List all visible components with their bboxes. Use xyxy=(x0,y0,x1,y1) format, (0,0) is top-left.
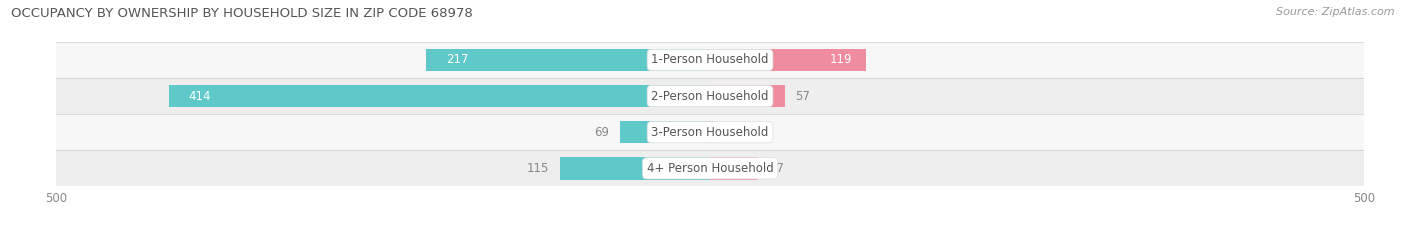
Text: OCCUPANCY BY OWNERSHIP BY HOUSEHOLD SIZE IN ZIP CODE 68978: OCCUPANCY BY OWNERSHIP BY HOUSEHOLD SIZE… xyxy=(11,7,472,20)
Bar xyxy=(426,49,710,71)
Text: 119: 119 xyxy=(830,54,852,66)
Text: 3-Person Household: 3-Person Household xyxy=(651,126,769,139)
Bar xyxy=(56,114,1364,150)
Bar xyxy=(56,78,1364,114)
Bar xyxy=(169,85,710,107)
Bar xyxy=(56,42,1364,78)
Text: 37: 37 xyxy=(769,162,783,175)
Bar xyxy=(560,157,710,180)
Text: 69: 69 xyxy=(595,126,609,139)
Bar xyxy=(710,121,714,144)
Text: 57: 57 xyxy=(794,90,810,103)
Text: 2-Person Household: 2-Person Household xyxy=(651,90,769,103)
Text: 217: 217 xyxy=(446,54,468,66)
Text: 4+ Person Household: 4+ Person Household xyxy=(647,162,773,175)
Bar xyxy=(620,121,710,144)
Text: 1-Person Household: 1-Person Household xyxy=(651,54,769,66)
Text: Source: ZipAtlas.com: Source: ZipAtlas.com xyxy=(1277,7,1395,17)
Bar xyxy=(710,85,785,107)
Bar xyxy=(710,157,758,180)
Text: 115: 115 xyxy=(527,162,550,175)
Text: 414: 414 xyxy=(188,90,211,103)
Bar xyxy=(710,49,866,71)
Text: 3: 3 xyxy=(724,126,731,139)
Bar xyxy=(56,150,1364,186)
